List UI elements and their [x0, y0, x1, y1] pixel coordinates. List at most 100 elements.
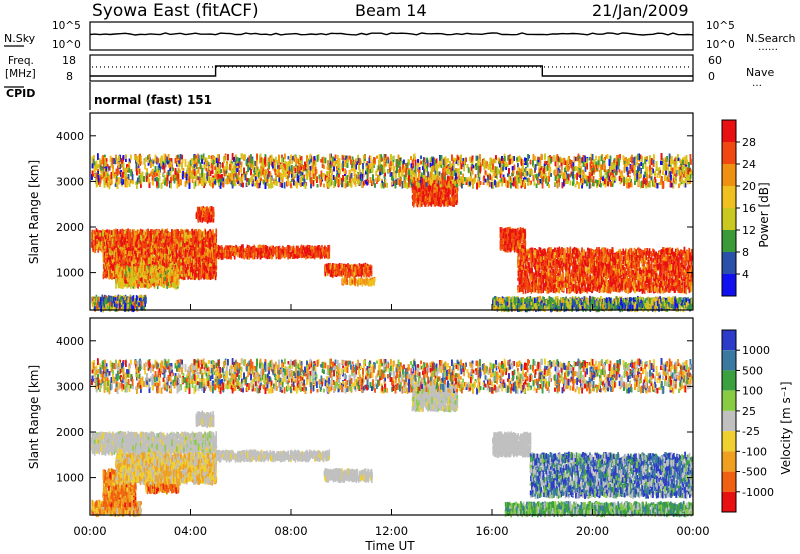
scatter-cell — [124, 250, 127, 254]
scatter-cell — [169, 256, 172, 262]
scatter-cell — [109, 244, 111, 248]
scatter-cell — [143, 300, 146, 304]
scatter-cell — [168, 245, 171, 249]
scatter-cell — [194, 269, 197, 277]
scatter-cell — [92, 242, 94, 246]
scatter-cell — [106, 247, 109, 253]
scatter-cell — [141, 296, 143, 301]
scatter-cell — [136, 303, 138, 310]
scatter-cell — [200, 240, 202, 245]
scatter-cell — [170, 237, 172, 241]
scatter-cell — [141, 298, 144, 302]
scatter-cell — [183, 265, 185, 272]
scatter-cell — [185, 252, 187, 258]
scatter-cell — [157, 257, 159, 261]
nsky-log-bottom: 10^0 — [52, 39, 81, 51]
scatter-cell — [120, 259, 123, 263]
scatter-cell — [110, 230, 113, 236]
scatter-cell — [150, 283, 152, 288]
scatter-cell — [113, 297, 115, 304]
scatter-cell — [94, 236, 97, 241]
scatter-cell — [202, 231, 205, 237]
scatter-cell — [189, 233, 191, 238]
scatter-cell — [97, 245, 99, 253]
scatter-cell — [94, 302, 96, 305]
scatter-cell — [208, 242, 211, 247]
scatter-cell — [175, 234, 177, 240]
scatter-cell — [180, 255, 182, 260]
scatter-cell — [213, 271, 215, 275]
scatter-cell — [140, 248, 143, 255]
scatter-cell — [159, 252, 162, 257]
scatter-cell — [178, 260, 180, 265]
scatter-cell — [130, 238, 132, 245]
date-title: 21/Jan/2009 — [592, 1, 689, 20]
scatter-cell — [148, 257, 150, 264]
scatter-cell — [201, 234, 203, 238]
scatter-cell — [203, 252, 206, 258]
scatter-cell — [199, 247, 201, 253]
scatter-cell — [105, 243, 108, 249]
scatter-cell — [211, 235, 214, 240]
scatter-cell — [125, 239, 127, 245]
scatter-cell — [191, 239, 194, 244]
scatter-cell — [205, 255, 207, 262]
scatter-cell — [160, 234, 162, 239]
scatter-cell — [110, 263, 112, 269]
scatter-cell — [116, 229, 119, 236]
scatter-cell — [192, 269, 195, 274]
scatter-cell — [175, 257, 177, 263]
scatter-cell — [185, 233, 188, 237]
scatter-cell — [127, 238, 129, 245]
nsky-label: N.Sky — [4, 32, 36, 45]
scatter-cell — [142, 260, 145, 264]
scatter-cell — [201, 236, 203, 241]
scatter-cell — [215, 228, 217, 236]
scatter-cell — [183, 233, 185, 239]
scatter-cell — [188, 237, 191, 244]
scatter-cell — [206, 248, 209, 252]
power-scatter-cells — [91, 153, 693, 313]
scatter-cell — [204, 265, 207, 269]
scatter-cell — [104, 294, 106, 302]
scatter-cell — [213, 263, 215, 270]
scatter-cell — [106, 257, 109, 263]
scatter-cell — [180, 228, 182, 236]
scatter-cell — [197, 240, 200, 245]
scatter-cell — [207, 257, 209, 265]
scatter-cell — [200, 242, 203, 250]
scatter-cell — [124, 237, 126, 242]
scatter-cell — [165, 247, 168, 254]
scatter-cell — [109, 257, 111, 262]
scatter-cell — [119, 238, 122, 244]
scatter-cell — [122, 297, 125, 305]
scatter-cell — [103, 301, 106, 308]
scatter-cell — [107, 298, 109, 302]
scatter-cell — [138, 295, 140, 302]
scatter-cell — [176, 241, 179, 245]
scatter-cell — [101, 296, 104, 300]
scatter-cell — [96, 302, 98, 309]
beam-title: Beam 14 — [355, 1, 427, 20]
scatter-cell — [148, 247, 151, 254]
scatter-cell — [135, 253, 137, 260]
scatter-cell — [95, 228, 98, 235]
scatter-cell — [134, 241, 136, 248]
scatter-cell — [197, 260, 200, 264]
scatter-cell — [115, 282, 117, 289]
scatter-cell — [126, 255, 129, 260]
scatter-cell — [105, 252, 107, 259]
scatter-cell — [119, 250, 121, 257]
scatter-cell — [106, 237, 109, 242]
scatter-cell — [140, 297, 143, 302]
scatter-cell — [155, 236, 158, 242]
scatter-cell — [132, 305, 134, 313]
scatter-cell — [101, 301, 103, 308]
scatter-cell — [111, 299, 114, 304]
scatter-cell — [102, 241, 105, 247]
scatter-cell — [190, 266, 192, 271]
scatter-cell — [171, 253, 174, 259]
scatter-cell — [159, 231, 161, 235]
scatter-cell — [106, 229, 108, 235]
